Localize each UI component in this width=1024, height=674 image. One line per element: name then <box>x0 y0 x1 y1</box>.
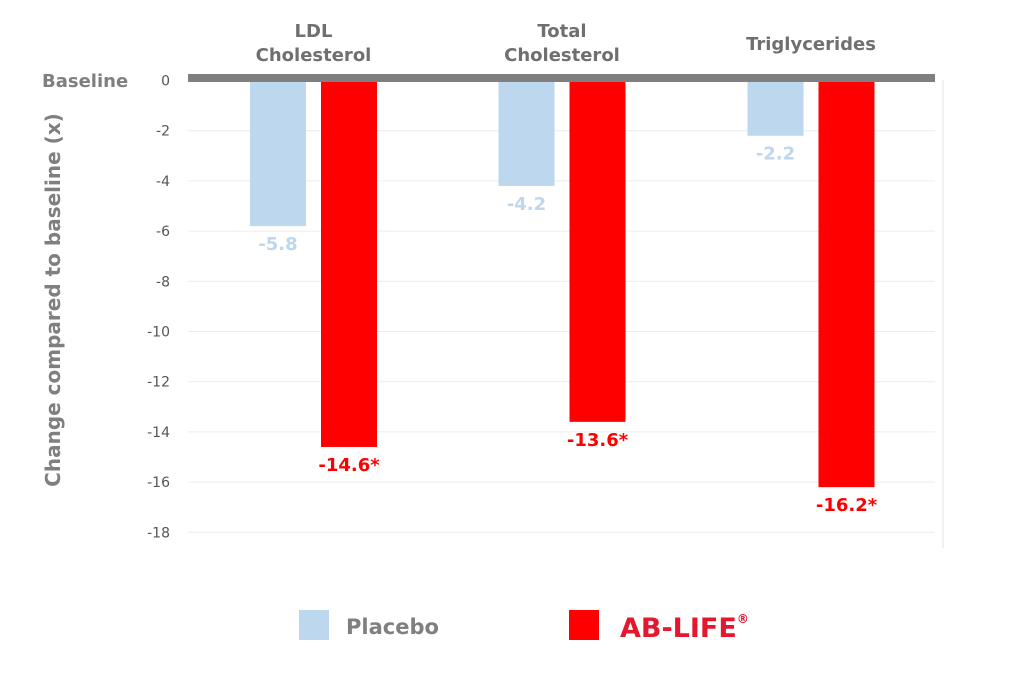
gridlines <box>188 130 935 533</box>
y-tick-label: -2 <box>156 124 170 140</box>
y-ticks: 0 -2 -4 -6 -8 -10 -12 -14 -16 -18 <box>147 74 170 542</box>
category-labels: LDL Cholesterol Total Cholesterol Triglyceri… <box>256 21 876 66</box>
category-label: Triglycerides <box>746 34 876 55</box>
bar-ablife <box>569 80 626 422</box>
y-tick-label: -4 <box>156 174 170 190</box>
y-tick-label: -8 <box>156 274 170 290</box>
data-label: -13.6* <box>567 430 629 451</box>
bar-placebo <box>250 80 306 227</box>
data-label: -5.8 <box>258 234 297 255</box>
y-tick-label: -14 <box>147 425 170 441</box>
bar-ablife <box>321 80 377 447</box>
category-label: Total Cholesterol <box>504 21 620 66</box>
legend-swatch-placebo <box>299 610 329 640</box>
y-tick-label: -10 <box>147 325 170 341</box>
legend-label-ablife: AB-LIFE® <box>620 612 749 644</box>
bars: -5.8 -14.6* -4.2 -13.6* -2.2 -16.2* <box>250 80 878 516</box>
data-label: -4.2 <box>507 194 546 215</box>
baseline-line <box>188 74 935 82</box>
y-tick-label: 0 <box>161 74 170 90</box>
legend-swatch-ablife <box>569 610 599 640</box>
category-label: LDL Cholesterol <box>256 21 372 66</box>
y-tick-label: -16 <box>147 475 170 491</box>
legend-label-placebo: Placebo <box>346 615 439 639</box>
bar-placebo <box>498 80 555 186</box>
y-tick-label: -18 <box>147 525 170 541</box>
bar-placebo <box>747 80 804 136</box>
baseline-label: Baseline <box>42 71 128 92</box>
data-label: -14.6* <box>318 455 380 476</box>
legend: Placebo AB-LIFE® <box>299 610 749 644</box>
bar-ablife <box>818 80 875 488</box>
y-tick-label: -6 <box>156 224 170 240</box>
y-tick-label: -12 <box>147 375 170 391</box>
data-label: -16.2* <box>816 495 878 516</box>
y-axis-label: Change compared to baseline (x) <box>41 113 65 487</box>
data-label: -2.2 <box>756 144 795 165</box>
